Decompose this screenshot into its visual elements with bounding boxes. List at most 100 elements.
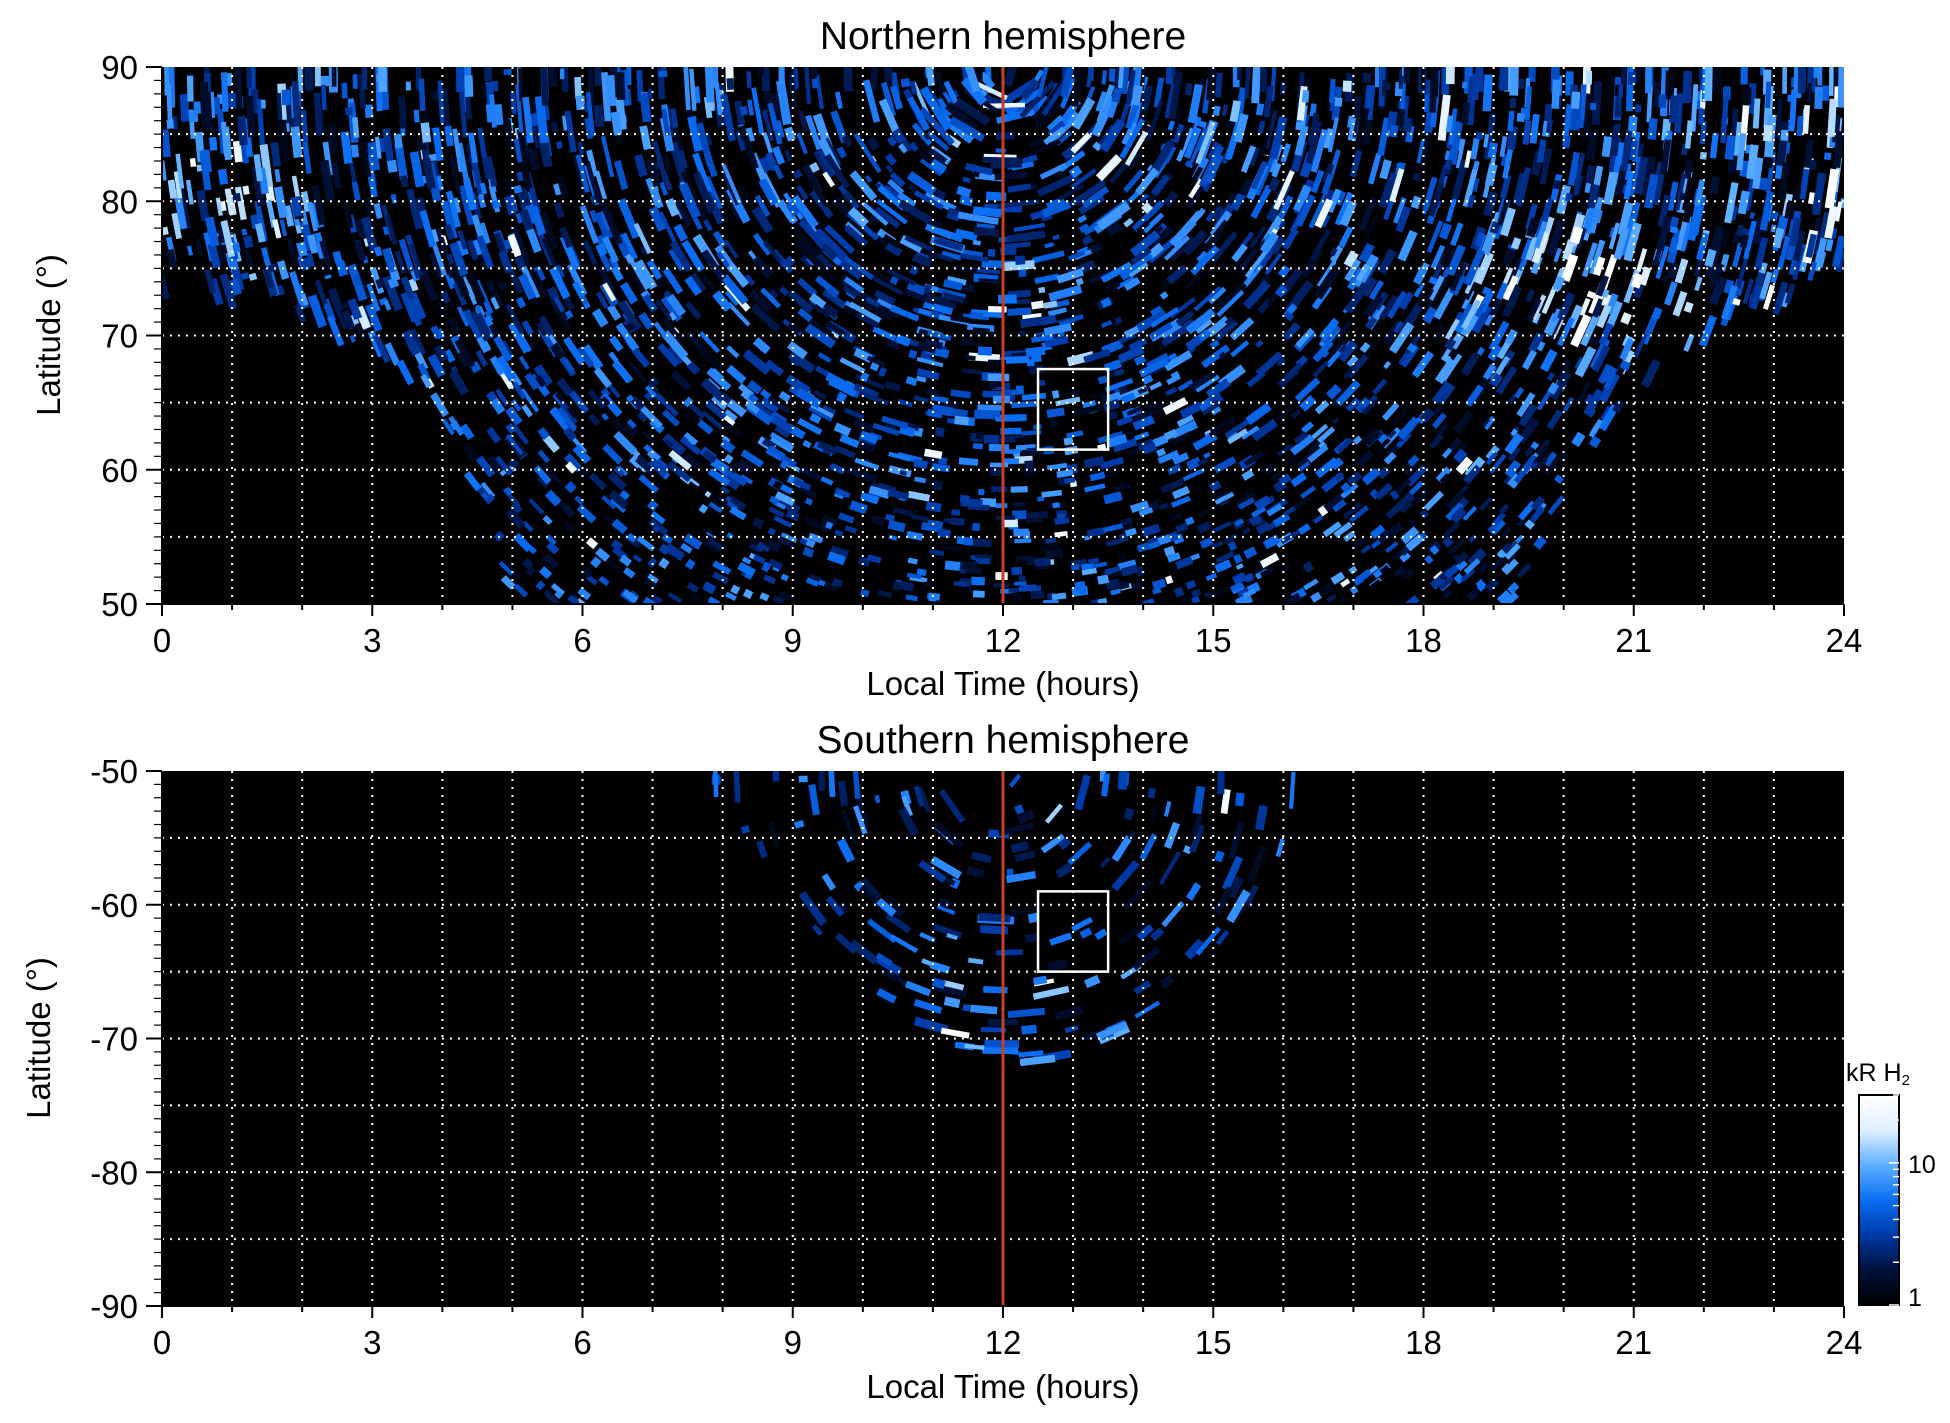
emission-streak	[1546, 372, 1555, 382]
emission-streak	[891, 128, 906, 144]
emission-streak	[1434, 357, 1457, 385]
emission-streak	[306, 251, 315, 267]
south-highlight-box	[1036, 890, 1110, 973]
emission-streak	[1395, 205, 1412, 233]
emission-streak	[1120, 392, 1136, 404]
emission-streak	[1776, 121, 1789, 167]
emission-streak	[1463, 558, 1481, 575]
emission-streak	[773, 515, 793, 528]
emission-streak	[563, 453, 583, 473]
emission-streak	[394, 142, 409, 180]
emission-streak	[467, 132, 479, 164]
emission-streak	[830, 110, 848, 144]
emission-streak	[638, 474, 660, 494]
emission-streak	[1471, 73, 1480, 101]
emission-streak	[1055, 862, 1074, 879]
emission-streak	[682, 396, 694, 408]
colorbar: kR H2 1 10	[1846, 1059, 1936, 1312]
emission-streak	[1243, 546, 1258, 560]
emission-streak	[558, 314, 572, 331]
emission-streak	[876, 198, 908, 225]
emission-streak	[1638, 266, 1652, 286]
emission-streak	[1651, 306, 1663, 320]
emission-streak	[967, 323, 995, 332]
emission-streak	[972, 206, 1002, 218]
emission-streak	[1031, 353, 1042, 363]
emission-streak	[550, 582, 565, 597]
emission-streak	[1342, 365, 1357, 380]
emission-streak	[1022, 312, 1042, 321]
emission-streak	[497, 280, 508, 291]
emission-streak	[364, 104, 374, 119]
emission-streak	[652, 524, 661, 533]
emission-streak	[1100, 265, 1127, 283]
emission-streak	[567, 594, 580, 604]
emission-streak	[1227, 248, 1250, 274]
emission-streak	[1581, 242, 1598, 278]
emission-streak	[1147, 787, 1156, 799]
emission-streak	[1264, 521, 1277, 532]
emission-streak	[652, 161, 662, 171]
emission-streak	[1092, 141, 1103, 152]
emission-streak	[645, 578, 658, 590]
emission-streak	[524, 372, 540, 391]
emission-streak	[995, 131, 1015, 140]
emission-streak	[359, 141, 372, 178]
emission-streak	[561, 115, 570, 131]
emission-streak	[1063, 437, 1074, 446]
emission-streak	[859, 371, 870, 383]
emission-streak	[762, 109, 774, 142]
emission-streak	[888, 465, 912, 478]
emission-streak	[289, 120, 303, 158]
emission-streak	[962, 1004, 971, 1012]
emission-streak	[476, 235, 494, 269]
emission-streak	[1506, 126, 1518, 150]
emission-streak	[811, 78, 819, 89]
emission-streak	[250, 89, 260, 114]
emission-streak	[595, 242, 608, 257]
emission-streak	[542, 515, 553, 526]
emission-streak	[626, 532, 637, 543]
emission-streak	[1340, 578, 1351, 588]
emission-streak	[1504, 459, 1522, 478]
emission-streak	[1068, 165, 1083, 179]
emission-streak	[1159, 291, 1169, 300]
emission-streak	[661, 329, 689, 360]
emission-streak	[326, 124, 339, 154]
emission-streak	[617, 300, 643, 332]
emission-streak	[737, 561, 756, 577]
emission-streak	[622, 421, 639, 438]
emission-streak	[538, 138, 553, 168]
emission-streak	[1439, 246, 1456, 268]
emission-streak	[854, 792, 870, 828]
emission-streak	[948, 116, 986, 143]
emission-streak	[882, 233, 901, 249]
emission-streak	[1821, 85, 1830, 101]
emission-streak	[1834, 201, 1843, 222]
emission-streak	[1083, 455, 1105, 469]
emission-streak	[493, 335, 513, 363]
x-tick-label: 21	[1615, 1324, 1652, 1361]
emission-streak	[821, 514, 839, 528]
emission-streak	[901, 795, 914, 817]
x-tick-label: 21	[1615, 622, 1652, 659]
emission-streak	[1665, 70, 1675, 100]
emission-streak	[883, 894, 896, 906]
emission-streak	[998, 822, 1035, 837]
emission-streak	[441, 418, 455, 436]
emission-streak	[586, 149, 598, 178]
emission-streak	[1183, 126, 1202, 159]
emission-streak	[889, 305, 920, 322]
emission-streak	[1680, 222, 1693, 252]
emission-streak	[1217, 281, 1248, 312]
emission-streak	[273, 186, 288, 219]
emission-streak	[1058, 183, 1085, 201]
emission-streak	[897, 806, 919, 837]
emission-streak	[658, 211, 677, 243]
emission-streak	[794, 387, 823, 409]
emission-streak	[243, 248, 255, 271]
emission-streak	[1041, 199, 1072, 218]
emission-streak	[1341, 483, 1359, 499]
emission-streak	[1127, 151, 1143, 171]
emission-streak	[1165, 386, 1178, 397]
